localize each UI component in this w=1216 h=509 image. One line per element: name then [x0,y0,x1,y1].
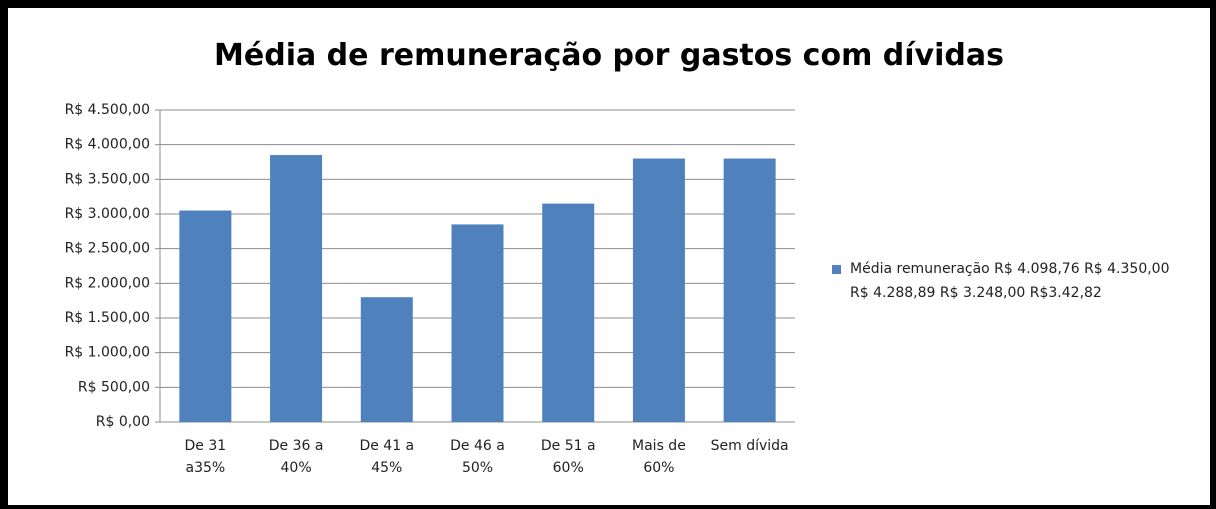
bar [360,297,413,422]
legend-label: Média remuneração R$ 4.098,76 R$ 4.350,0… [850,261,1170,301]
y-tick-label: R$ 1.500,00 [65,310,150,326]
x-tick-label: Mais de 60% [632,438,686,476]
chart-title: Média de remuneração por gastos com dívi… [214,38,1004,73]
bar [270,155,323,423]
bar [632,158,685,423]
y-tick-label: R$ 0,00 [96,414,150,430]
x-tick-label: De 46 a 50% [450,438,505,476]
x-tick-label: Sem dívida [710,438,789,454]
x-tick-label: De 51 a 60% [540,438,596,476]
legend-swatch [832,265,841,274]
y-tick-label: R$ 4.500,00 [65,102,150,118]
y-tick-label: R$ 4.000,00 [65,137,150,153]
bar [542,203,595,422]
y-tick-label: R$ 500,00 [78,379,150,395]
y-tick-label: R$ 1.000,00 [65,345,150,361]
x-tick-label: De 36 a 40% [268,438,324,476]
x-tick-label: De 31 a35% [184,438,227,476]
bar [451,224,504,422]
y-tick-label: R$ 2.000,00 [65,275,150,291]
y-tick-label: R$ 3.000,00 [65,206,150,222]
y-tick-label: R$ 2.500,00 [65,241,150,257]
x-tick-label: De 41 a 45% [359,438,415,476]
bar [179,210,232,422]
y-tick-label: R$ 3.500,00 [65,171,150,187]
bar [723,158,776,423]
